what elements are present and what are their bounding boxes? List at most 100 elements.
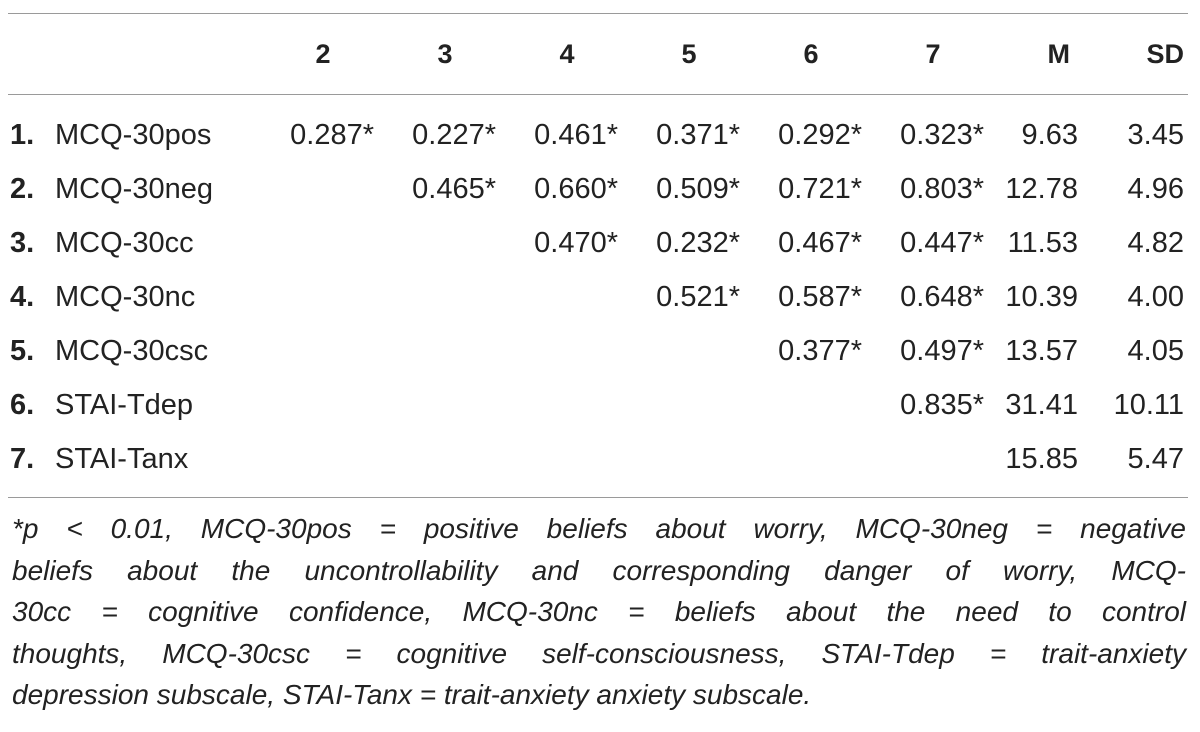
header-label-cell [8,14,262,94]
mean-cell: 11.53 [1007,226,1078,259]
correlation-cell [384,378,506,432]
row-variable-name: MCQ-30neg [55,172,213,205]
correlation-cell [384,270,506,324]
table-footnote: *p < 0.01, MCQ-30pos = positive beliefs … [12,508,1186,716]
mean-cell: 31.41 [1005,388,1078,421]
correlation-cell [628,378,750,432]
correlation-cell [262,162,384,216]
correlation-cell: 0.587* [778,280,862,313]
table-bottom-rule [8,497,1188,498]
correlation-cell: 0.377* [778,334,862,367]
mean-cell: 15.85 [1005,442,1078,475]
correlation-cell [384,216,506,270]
row-number: 6. [10,388,35,421]
correlation-cell [384,432,506,486]
correlation-cell: 0.803* [900,172,984,205]
sd-cell: 10.11 [1113,388,1184,421]
correlation-cell: 0.447* [900,226,984,259]
correlation-cell [506,270,628,324]
table-body: 1. MCQ-30pos 0.287* 0.227* 0.461* 0.371* 0.292… [8,94,1188,486]
row-variable-name: STAI-Tdep [55,388,194,421]
header-col-4: 4 [559,38,575,69]
correlation-cell: 0.461* [534,118,618,151]
mean-cell: 13.57 [1005,334,1078,367]
correlation-cell: 0.232* [656,226,740,259]
correlation-cell [628,432,750,486]
sd-cell: 5.47 [1127,442,1184,475]
correlation-cell: 0.323* [900,118,984,151]
row-variable-name: MCQ-30cc [55,226,194,259]
table-header-rule [8,94,1188,95]
row-label-cell: 6. STAI-Tdep [8,378,262,432]
sd-cell: 4.96 [1127,172,1184,205]
footnote-line: *p < 0.01, MCQ-30pos = positive beliefs … [12,513,1186,544]
mean-cell: 10.39 [1005,280,1078,313]
row-number: 2. [10,172,35,205]
row-label-cell: 3. MCQ-30cc [8,216,262,270]
table-top-rule [8,13,1188,14]
header-col-5: 5 [681,38,697,69]
mean-cell: 12.78 [1005,172,1078,205]
correlation-cell: 0.227* [412,118,496,151]
correlation-cell [750,378,872,432]
correlation-cell: 0.465* [412,172,496,205]
table-header-row: 2 3 4 5 6 7 M SD [8,14,1188,94]
correlation-cell [262,378,384,432]
correlation-cell [872,432,994,486]
footnote-line: 30cc = cognitive confidence, MCQ-30nc = … [12,596,1186,627]
correlation-cell [506,378,628,432]
header-col-6: 6 [803,38,819,69]
correlation-cell: 0.371* [656,118,740,151]
correlation-cell: 0.292* [778,118,862,151]
header-col-7: 7 [925,38,941,69]
sd-cell: 4.82 [1127,226,1184,259]
row-variable-name: MCQ-30nc [55,280,196,313]
row-number: 7. [10,442,35,475]
correlation-cell: 0.721* [778,172,862,205]
correlation-cell: 0.287* [290,118,374,151]
correlation-cell [262,270,384,324]
correlation-cell [262,432,384,486]
sd-cell: 3.45 [1127,118,1184,151]
sd-cell: 4.05 [1127,334,1184,367]
sd-cell: 4.00 [1127,280,1184,313]
header-col-3: 3 [437,38,453,69]
correlation-cell [506,432,628,486]
correlation-table: 2 3 4 5 6 7 M SD 1. MCQ-30pos 0.287* 0.227*… [8,14,1188,486]
row-label-cell: 7. STAI-Tanx [8,432,262,486]
row-label-cell: 4. MCQ-30nc [8,270,262,324]
correlation-cell: 0.835* [900,388,984,421]
correlation-cell: 0.497* [900,334,984,367]
table-row: 5. MCQ-30csc 0.377* 0.497* 13.57 4.05 [8,324,1188,378]
table-row: 6. STAI-Tdep 0.835* 31.41 10.11 [8,378,1188,432]
table-row: 3. MCQ-30cc 0.470* 0.232* 0.467* 0.447* 11.53 4… [8,216,1188,270]
row-variable-name: MCQ-30pos [55,118,212,151]
row-variable-name: MCQ-30csc [55,334,209,367]
row-number: 3. [10,226,35,259]
header-col-2: 2 [315,38,331,69]
row-variable-name: STAI-Tanx [55,442,189,475]
footnote-line: depression subscale, STAI-Tanx = trait-a… [12,679,812,710]
correlation-cell: 0.648* [900,280,984,313]
footnote-line: beliefs about the uncontrollability and … [12,554,1186,586]
table-row: 7. STAI-Tanx 15.85 5.47 [8,432,1188,486]
correlation-cell [384,324,506,378]
correlation-cell [506,324,628,378]
header-col-sd: SD [1146,38,1184,69]
footnote-line: thoughts, MCQ-30csc = cognitive self-con… [12,637,1186,669]
correlation-cell: 0.470* [534,226,618,259]
mean-cell: 9.63 [1021,118,1078,151]
correlation-cell: 0.521* [656,280,740,313]
row-label-cell: 5. MCQ-30csc [8,324,262,378]
correlation-cell: 0.660* [534,172,618,205]
correlation-cell: 0.509* [656,172,740,205]
table-row: 1. MCQ-30pos 0.287* 0.227* 0.461* 0.371* 0.292… [8,94,1188,162]
header-col-m: M [1047,38,1071,69]
correlation-cell [750,432,872,486]
row-label-cell: 1. MCQ-30pos [8,94,262,162]
table-row: 2. MCQ-30neg 0.465* 0.660* 0.509* 0.721* 0.803… [8,162,1188,216]
correlation-cell [628,324,750,378]
table-row: 4. MCQ-30nc 0.521* 0.587* 0.648* 10.39 4.00 [8,270,1188,324]
row-label-cell: 2. MCQ-30neg [8,162,262,216]
